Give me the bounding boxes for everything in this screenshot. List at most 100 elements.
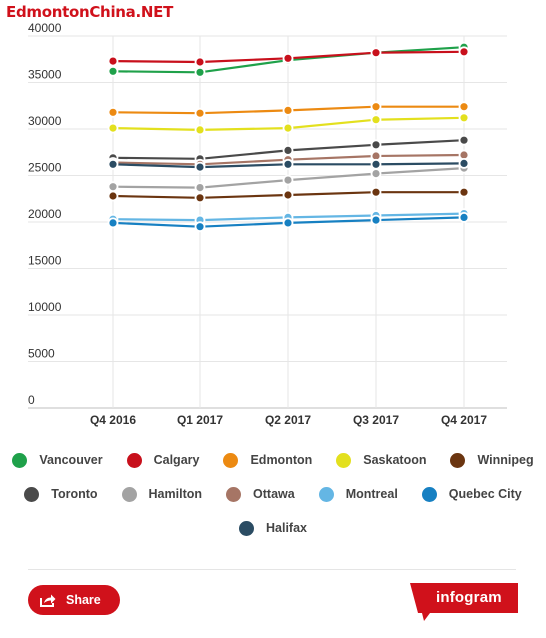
- legend-swatch: [336, 452, 352, 468]
- legend-swatch: [450, 452, 466, 468]
- data-point[interactable]: [194, 221, 206, 233]
- legend-item[interactable]: Toronto: [24, 486, 98, 502]
- infogram-logo[interactable]: [410, 583, 518, 623]
- series-saskatoon: [107, 112, 470, 136]
- legend-swatch: [421, 486, 437, 502]
- data-point[interactable]: [458, 134, 470, 146]
- data-point[interactable]: [458, 112, 470, 124]
- data-point[interactable]: [370, 186, 382, 198]
- share-icon: [40, 594, 56, 607]
- legend-label: Saskatoon: [363, 453, 427, 467]
- data-point[interactable]: [194, 66, 206, 78]
- legend-item[interactable]: Edmonton: [223, 452, 312, 468]
- data-point[interactable]: [282, 189, 294, 201]
- legend-item[interactable]: Saskatoon: [336, 452, 427, 468]
- chart-series: [107, 41, 470, 233]
- y-tick-label: 35000: [28, 68, 62, 82]
- data-point[interactable]: [107, 55, 119, 67]
- data-point[interactable]: [194, 56, 206, 68]
- legend-swatch: [12, 452, 28, 468]
- y-tick-label: 20000: [28, 207, 62, 221]
- legend-item[interactable]: Vancouver: [12, 452, 103, 468]
- data-point[interactable]: [370, 168, 382, 180]
- x-tick-label: Q3 2017: [353, 413, 399, 427]
- legend-label: Quebec City: [448, 487, 522, 501]
- data-point[interactable]: [194, 124, 206, 136]
- data-point[interactable]: [194, 161, 206, 173]
- data-point[interactable]: [107, 122, 119, 134]
- legend-label: Toronto: [51, 487, 98, 501]
- legend-swatch: [24, 486, 40, 502]
- legend-item[interactable]: Hamilton: [121, 486, 203, 502]
- data-point[interactable]: [107, 181, 119, 193]
- legend-row: Halifax: [0, 517, 546, 539]
- data-point[interactable]: [458, 211, 470, 223]
- y-tick-label: 10000: [28, 300, 62, 314]
- legend-label: Montreal: [345, 487, 398, 501]
- data-point[interactable]: [107, 158, 119, 170]
- legend-label: Winnipeg: [477, 453, 534, 467]
- data-point[interactable]: [370, 114, 382, 126]
- legend-label: Vancouver: [39, 453, 103, 467]
- legend-row: Vancouver Calgary Edmonton Saskatoon Winnipe…: [0, 449, 546, 471]
- legend-item[interactable]: Montreal: [318, 486, 398, 502]
- data-point[interactable]: [282, 122, 294, 134]
- x-axis-ticks: Q4 2016 Q1 2017 Q2 2017 Q3 2017 Q4 2017: [90, 413, 487, 427]
- data-point[interactable]: [282, 144, 294, 156]
- legend-item[interactable]: Winnipeg: [450, 452, 534, 468]
- y-tick-label: 0: [28, 393, 35, 407]
- x-tick-label: Q2 2017: [265, 413, 311, 427]
- data-point[interactable]: [282, 217, 294, 229]
- legend-label: Ottawa: [253, 487, 295, 501]
- y-tick-label: 30000: [28, 114, 62, 128]
- x-tick-label: Q1 2017: [177, 413, 223, 427]
- share-button[interactable]: Share: [28, 585, 120, 615]
- data-point[interactable]: [282, 174, 294, 186]
- series-halifax: [107, 157, 470, 173]
- legend-swatch: [126, 452, 142, 468]
- brand-label: infogram: [436, 589, 502, 606]
- chart-grid: [28, 35, 507, 409]
- data-point[interactable]: [370, 47, 382, 59]
- legend-swatch: [239, 520, 254, 536]
- series-winnipeg: [107, 186, 470, 204]
- data-point[interactable]: [107, 217, 119, 229]
- data-point[interactable]: [370, 158, 382, 170]
- data-point[interactable]: [370, 101, 382, 113]
- series-hamilton: [107, 162, 470, 194]
- legend-label: Hamilton: [148, 487, 203, 501]
- legend-item[interactable]: Quebec City: [421, 486, 522, 502]
- data-point[interactable]: [107, 65, 119, 77]
- data-point[interactable]: [458, 186, 470, 198]
- data-point[interactable]: [370, 214, 382, 226]
- line-chart: 0 5000 10000 15000 20000 25000 30000 35000 40000…: [28, 21, 507, 427]
- data-point[interactable]: [370, 139, 382, 151]
- data-point[interactable]: [458, 46, 470, 58]
- data-point[interactable]: [107, 106, 119, 118]
- share-label: Share: [66, 593, 101, 607]
- data-point[interactable]: [458, 157, 470, 169]
- data-point[interactable]: [194, 107, 206, 119]
- series-calgary: [107, 46, 470, 68]
- legend-item[interactable]: Ottawa: [226, 486, 295, 502]
- legend-item[interactable]: Calgary: [126, 452, 200, 468]
- legend-swatch: [226, 486, 242, 502]
- watermark-logo: EdmontonChina.NET: [6, 3, 174, 21]
- legend-swatch: [121, 486, 137, 502]
- y-tick-label: 15000: [28, 254, 62, 268]
- data-point[interactable]: [282, 105, 294, 116]
- data-point[interactable]: [458, 101, 470, 113]
- data-point[interactable]: [194, 192, 206, 204]
- y-tick-label: 25000: [28, 161, 62, 175]
- data-point[interactable]: [194, 182, 206, 194]
- data-point[interactable]: [282, 52, 294, 64]
- legend-item[interactable]: Halifax: [239, 520, 307, 536]
- legend-label: Calgary: [153, 453, 200, 467]
- legend-swatch: [318, 486, 334, 502]
- legend-label: Halifax: [266, 521, 307, 535]
- series-quebec-city: [107, 211, 470, 233]
- data-point[interactable]: [107, 190, 119, 202]
- y-tick-label: 40000: [28, 21, 62, 35]
- series-edmonton: [107, 101, 470, 119]
- data-point[interactable]: [282, 158, 294, 170]
